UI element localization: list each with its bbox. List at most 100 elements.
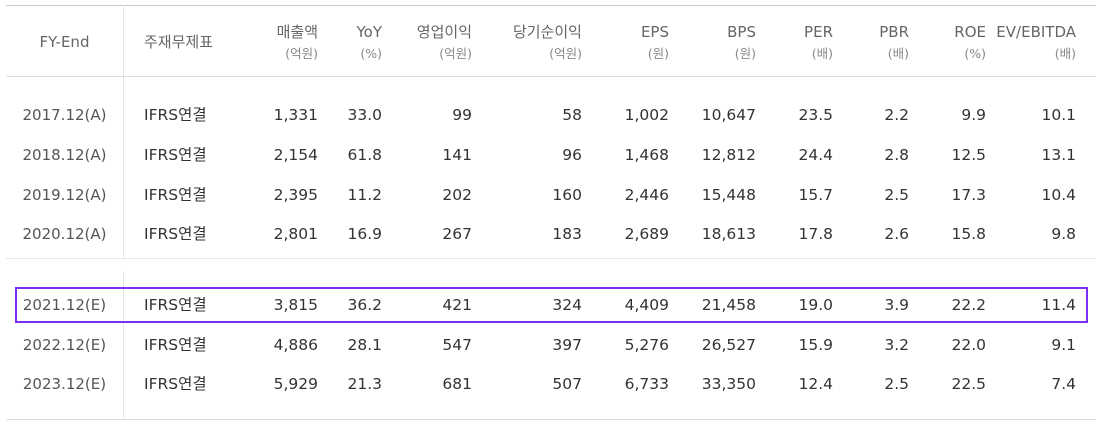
revenue-cell: 2,395: [273, 186, 318, 204]
ev-ebitda-cell: 7.4: [1051, 375, 1076, 393]
header-fy-end: FY-End: [39, 33, 90, 51]
header-pbr-unit: (배): [887, 46, 909, 61]
net-income-cell: 96: [562, 146, 582, 164]
fy-end-cell: 2017.12(A): [22, 106, 107, 124]
header-per: PER: [804, 23, 833, 41]
roe-cell: 22.0: [951, 336, 986, 354]
header-bps-unit: (원): [734, 46, 756, 61]
table-row: 2018.12(A) IFRS연결 2,154 61.8 141 96 1,468 12,81…: [0, 137, 1102, 173]
pbr-cell: 2.6: [884, 225, 909, 243]
per-cell: 19.0: [798, 296, 833, 314]
fy-end-cell: 2018.12(A): [22, 146, 107, 164]
table-row: 2020.12(A) IFRS연결 2,801 16.9 267 183 2,689 18,6…: [0, 216, 1102, 252]
yoy-cell: 11.2: [347, 186, 382, 204]
net-income-cell: 397: [552, 336, 582, 354]
statement-type-cell: IFRS연결: [144, 106, 207, 124]
header-eps-unit: (원): [647, 46, 669, 61]
header-pbr: PBR: [879, 23, 909, 41]
per-cell: 17.8: [798, 225, 833, 243]
header-net-income-unit: (억원): [549, 46, 582, 61]
pbr-cell: 3.2: [884, 336, 909, 354]
header-yoy: YoY: [356, 23, 382, 41]
fy-end-cell: 2023.12(E): [22, 375, 107, 393]
operating-profit-cell: 681: [442, 375, 472, 393]
fy-end-cell: 2019.12(A): [22, 186, 107, 204]
ev-ebitda-cell: 9.1: [1051, 336, 1076, 354]
header-operating-profit: 영업이익: [416, 23, 472, 41]
bps-cell: 15,448: [701, 186, 756, 204]
ev-ebitda-cell: 9.8: [1051, 225, 1076, 243]
header-revenue-unit: (억원): [285, 46, 318, 61]
revenue-cell: 3,815: [273, 296, 318, 314]
operating-profit-cell: 99: [452, 106, 472, 124]
header-ev-ebitda: EV/EBITDA: [996, 23, 1076, 41]
header-bps: BPS: [727, 23, 756, 41]
eps-cell: 1,002: [624, 106, 669, 124]
header-roe-unit: (%): [964, 46, 986, 61]
header-per-unit: (배): [811, 46, 833, 61]
yoy-cell: 28.1: [347, 336, 382, 354]
net-income-cell: 58: [562, 106, 582, 124]
ev-ebitda-cell: 10.4: [1041, 186, 1076, 204]
revenue-cell: 4,886: [273, 336, 318, 354]
statement-type-cell: IFRS연결: [144, 336, 207, 354]
fy-end-cell: 2021.12(E): [22, 296, 107, 314]
revenue-cell: 2,154: [273, 146, 318, 164]
header-ev-ebitda-unit: (배): [1054, 46, 1076, 61]
yoy-cell: 21.3: [347, 375, 382, 393]
header-statement-type: 주재무제표: [144, 33, 214, 51]
eps-cell: 4,409: [624, 296, 669, 314]
table-row: 2017.12(A) IFRS연결 1,331 33.0 99 58 1,002 10,647…: [0, 97, 1102, 133]
header-revenue: 매출액: [276, 23, 318, 41]
operating-profit-cell: 202: [442, 186, 472, 204]
actual-estimate-separator: [6, 258, 1096, 271]
eps-cell: 2,446: [624, 186, 669, 204]
table-row: 2019.12(A) IFRS연결 2,395 11.2 202 160 2,446 15,4…: [0, 177, 1102, 213]
revenue-cell: 1,331: [273, 106, 318, 124]
ev-ebitda-cell: 10.1: [1041, 106, 1076, 124]
net-income-cell: 183: [552, 225, 582, 243]
column-divider: [123, 5, 124, 419]
operating-profit-cell: 547: [442, 336, 472, 354]
header-operating-profit-unit: (억원): [439, 46, 472, 61]
yoy-cell: 33.0: [347, 106, 382, 124]
roe-cell: 15.8: [951, 225, 986, 243]
operating-profit-cell: 267: [442, 225, 472, 243]
header-yoy-unit: (%): [360, 46, 382, 61]
revenue-cell: 5,929: [273, 375, 318, 393]
roe-cell: 17.3: [951, 186, 986, 204]
statement-type-cell: IFRS연결: [144, 146, 207, 164]
eps-cell: 6,733: [624, 375, 669, 393]
header-eps: EPS: [640, 23, 669, 41]
header-bottom-border: [6, 76, 1096, 77]
statement-type-cell: IFRS연결: [144, 296, 207, 314]
per-cell: 12.4: [798, 375, 833, 393]
roe-cell: 22.2: [951, 296, 986, 314]
table-bottom-border: [6, 419, 1096, 420]
net-income-cell: 160: [552, 186, 582, 204]
bps-cell: 18,613: [701, 225, 756, 243]
table-row: 2021.12(E) IFRS연결 3,815 36.2 421 324 4,409 21,4…: [0, 287, 1102, 323]
yoy-cell: 36.2: [347, 296, 382, 314]
per-cell: 15.9: [798, 336, 833, 354]
bps-cell: 12,812: [701, 146, 756, 164]
statement-type-cell: IFRS연결: [144, 375, 207, 393]
yoy-cell: 16.9: [347, 225, 382, 243]
yoy-cell: 61.8: [347, 146, 382, 164]
fy-end-cell: 2022.12(E): [22, 336, 107, 354]
pbr-cell: 2.5: [884, 186, 909, 204]
eps-cell: 1,468: [624, 146, 669, 164]
per-cell: 15.7: [798, 186, 833, 204]
fy-end-cell: 2020.12(A): [22, 225, 107, 243]
net-income-cell: 507: [552, 375, 582, 393]
net-income-cell: 324: [552, 296, 582, 314]
per-cell: 23.5: [798, 106, 833, 124]
pbr-cell: 2.8: [884, 146, 909, 164]
ev-ebitda-cell: 13.1: [1041, 146, 1076, 164]
pbr-cell: 2.5: [884, 375, 909, 393]
header-net-income: 당기순이익: [512, 23, 582, 41]
bps-cell: 21,458: [701, 296, 756, 314]
bps-cell: 10,647: [701, 106, 756, 124]
operating-profit-cell: 421: [442, 296, 472, 314]
